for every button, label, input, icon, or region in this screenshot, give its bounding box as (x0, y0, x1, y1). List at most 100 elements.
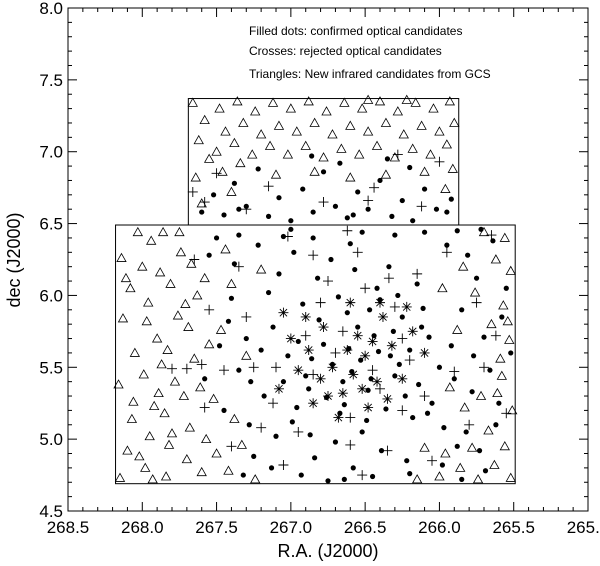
confirmed-optical-candidate-dot (426, 334, 432, 340)
infrared-candidate-triangle (114, 472, 126, 482)
confirmed-optical-candidate-dot (368, 376, 374, 382)
infrared-candidate-triangle (345, 120, 356, 130)
rejected-optical-candidate-cross (233, 261, 244, 272)
infrared-candidate-triangle (401, 94, 412, 104)
y-tick-label: 8.0 (39, 0, 63, 18)
rejected-optical-candidate-cross (441, 247, 452, 258)
confirmed-optical-candidate-dot (499, 314, 505, 320)
confirmed-optical-candidate-dot (399, 314, 405, 320)
rejected-optical-candidate-cross (167, 363, 177, 374)
y-tick-label: 5.0 (39, 430, 63, 449)
infrared-candidate-triangle (147, 474, 158, 484)
infrared-candidate-triangle (380, 117, 392, 127)
infrared-candidate-triangle (425, 149, 436, 159)
infrared-candidate-triangle (113, 379, 124, 389)
infrared-candidate-triangle (264, 140, 276, 150)
infrared-candidate-triangle (505, 265, 516, 275)
confirmed-optical-candidate-dot (421, 229, 428, 235)
rejected-optical-candidate-cross (412, 268, 423, 279)
confirmed-optical-candidate-dot (258, 347, 264, 353)
confirmed-optical-candidate-dot (465, 252, 471, 258)
confirmed-optical-candidate-dot (306, 386, 312, 392)
infrared-candidate-triangle (492, 387, 503, 398)
asterisk-marker (419, 347, 430, 358)
confirmed-optical-candidate-dot (407, 347, 413, 353)
rejected-optical-candidate-cross (323, 276, 333, 287)
confirmed-optical-candidate-dot (390, 328, 396, 334)
infrared-candidate-triangle (321, 106, 332, 116)
rejected-optical-candidate-cross (369, 182, 380, 193)
infrared-candidate-triangle (229, 137, 240, 147)
infrared-candidate-triangle (444, 96, 456, 106)
confirmed-optical-candidate-dot (355, 189, 361, 195)
rejected-optical-candidate-cross (204, 304, 215, 315)
rejected-optical-candidate-cross (181, 363, 192, 374)
confirmed-optical-candidate-dot (309, 153, 315, 159)
confirmed-optical-candidate-dot (392, 232, 398, 238)
confirmed-optical-candidate-dot (255, 166, 261, 172)
infrared-candidate-triangle (187, 97, 198, 107)
rejected-optical-candidate-cross (357, 470, 368, 481)
confirmed-optical-candidate-dot (273, 433, 279, 439)
infrared-candidate-triangle (199, 272, 210, 283)
confirmed-optical-candidate-dot (328, 256, 334, 263)
infrared-candidate-triangle (141, 315, 152, 326)
infrared-candidate-triangle (236, 439, 248, 449)
x-tick-label: 268.0 (121, 518, 164, 537)
confirmed-optical-candidate-dot (508, 350, 514, 356)
rejected-optical-candidate-cross (342, 225, 353, 236)
confirmed-optical-candidate-dot (407, 164, 413, 171)
infrared-candidate-triangle (193, 134, 204, 145)
infrared-candidate-triangle (459, 402, 470, 412)
confirmed-optical-candidate-dot (476, 448, 483, 454)
confirmed-optical-candidate-dot (231, 261, 237, 267)
asterisk-marker (308, 398, 319, 409)
infrared-candidate-triangle (208, 393, 219, 403)
infrared-candidate-triangle (455, 462, 466, 472)
infrared-candidate-triangle (291, 126, 302, 136)
confirmed-optical-candidate-dot (350, 465, 356, 471)
rejected-optical-candidate-cross (282, 231, 293, 242)
x-axis-title: R.A. (J2000) (277, 541, 378, 561)
confirmed-optical-candidate-dot (378, 448, 385, 454)
infrared-candidate-triangle (200, 433, 212, 444)
confirmed-optical-candidate-dot (225, 318, 232, 324)
infrared-candidate-triangle (282, 149, 294, 159)
infrared-candidate-triangle (190, 172, 201, 182)
infrared-candidate-triangle (166, 428, 178, 438)
rejected-optical-candidate-cross (367, 365, 378, 376)
confirmed-optical-candidate-dot (276, 195, 282, 201)
survey-region-lower (115, 224, 516, 485)
confirmed-optical-candidate-dot (454, 443, 460, 449)
rejected-optical-candidate-cross (308, 250, 319, 261)
confirmed-optical-candidate-dot (350, 212, 356, 218)
confirmed-optical-candidate-dot (429, 400, 435, 406)
infrared-candidate-triangle (184, 422, 196, 432)
asterisk-marker (352, 330, 363, 341)
infrared-candidate-triangle (129, 347, 141, 357)
rejected-optical-candidate-cross (318, 197, 329, 208)
confirmed-optical-candidate-dot (341, 476, 347, 482)
confirmed-optical-candidate-dot (454, 228, 460, 234)
confirmed-optical-candidate-dot (402, 393, 408, 399)
rejected-optical-candidate-cross (375, 383, 385, 394)
infrared-candidate-triangle (466, 442, 478, 452)
confirmed-optical-candidate-dot (320, 341, 327, 347)
confirmed-optical-candidate-dot (248, 379, 254, 385)
confirmed-optical-candidate-dot (355, 324, 361, 330)
infrared-candidate-triangle (137, 261, 148, 271)
confirmed-optical-candidate-dot (213, 235, 220, 241)
infrared-candidate-triangle (250, 106, 261, 116)
infrared-candidate-triangle (146, 235, 157, 245)
infrared-candidate-triangle (437, 282, 448, 293)
rejected-optical-candidate-cross (315, 297, 326, 308)
infrared-candidate-triangle (157, 226, 169, 237)
y-tick-labels: 4.5 5.0 5.5 6.0 6.5 7.0 7.5 8.0 (39, 0, 63, 521)
rejected-optical-candidate-cross (397, 405, 408, 416)
confirmed-optical-candidate-dot (315, 275, 321, 281)
infrared-candidate-triangle (220, 126, 231, 136)
infrared-candidate-triangle (356, 103, 368, 113)
infrared-candidate-triangle (498, 300, 509, 310)
infrared-candidate-triangle (220, 244, 231, 254)
confirmed-optical-candidate-dot (459, 476, 465, 482)
